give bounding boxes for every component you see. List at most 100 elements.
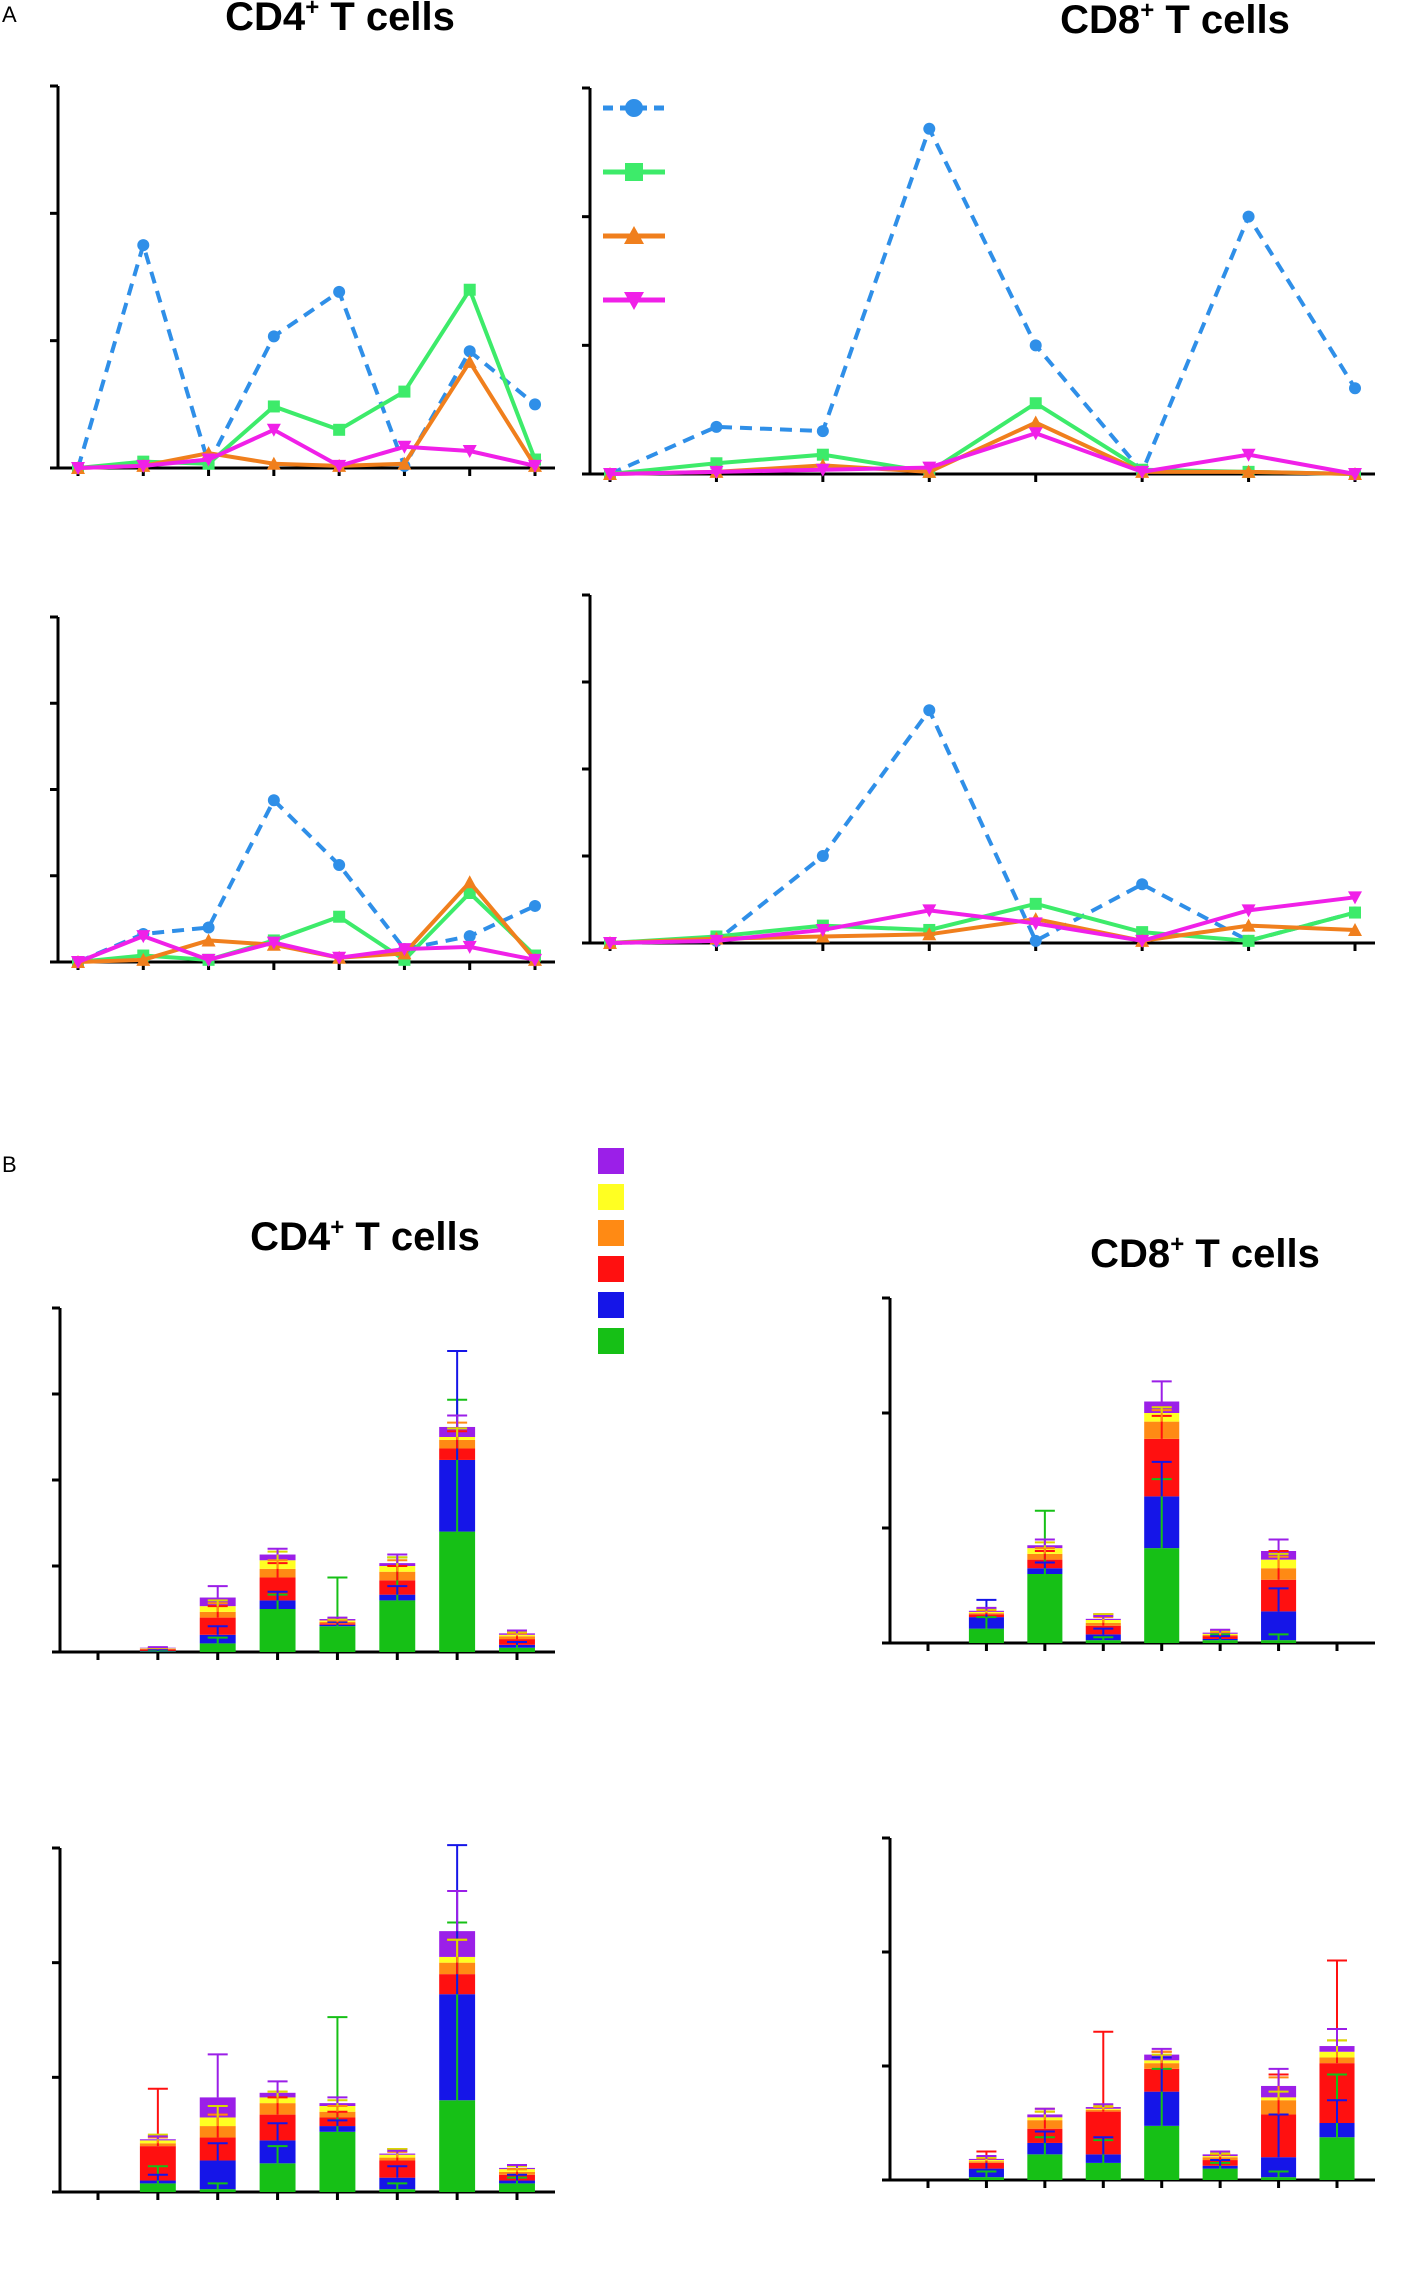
bar-segment (139, 1651, 176, 1652)
data-point (1241, 464, 1256, 478)
series-line-cfse (609, 123, 1357, 476)
legend-a (603, 99, 665, 310)
data-point (1029, 339, 1042, 352)
bar-segment (1261, 1640, 1297, 1643)
data-point (201, 953, 216, 967)
legend-marker (625, 163, 643, 181)
data-point (333, 858, 346, 871)
bar-segment (1085, 1640, 1121, 1643)
data-point (1135, 465, 1150, 479)
data-point (923, 122, 936, 135)
bar-segment (1202, 2168, 1238, 2180)
legend-marker (624, 226, 644, 244)
heading-b-cd8: CD8+ T cells (1090, 1231, 1320, 1276)
data-point (462, 354, 477, 368)
data-point (462, 875, 477, 889)
data-point (1349, 906, 1361, 919)
data-point (71, 462, 85, 475)
data-point (815, 463, 830, 477)
bar-segment (1261, 2177, 1297, 2180)
legend-swatch (598, 1256, 624, 1282)
data-point (529, 899, 541, 912)
data-point (1028, 427, 1043, 441)
bar-segment (1027, 2154, 1063, 2180)
data-point (1241, 904, 1256, 918)
bar-segment (968, 2177, 1004, 2180)
series-line-cfse (76, 238, 537, 471)
legend-marker (624, 292, 644, 310)
data-point (267, 794, 280, 807)
panel-label-b: B (2, 1152, 17, 1177)
data-point (1348, 922, 1362, 936)
data-point (71, 956, 85, 969)
bar-segment (439, 1531, 476, 1652)
panel-label-a: A (2, 2, 17, 27)
data-point (463, 887, 476, 899)
data-point (266, 456, 281, 470)
bar-segment (319, 1626, 356, 1652)
data-point (923, 704, 936, 717)
legend-swatch (598, 1328, 624, 1354)
bar-segment (199, 2189, 236, 2192)
data-point (202, 921, 215, 934)
series-line-il-2 (77, 933, 536, 964)
data-point (1241, 918, 1256, 932)
chart-a-cd4-naglu (50, 84, 555, 476)
legend-swatch (598, 1148, 624, 1174)
data-point (710, 420, 723, 433)
bar-segment (259, 2163, 296, 2192)
data-point (922, 927, 937, 941)
series-line-il-2 (77, 427, 536, 470)
chart-a-cd4-peptide (50, 615, 555, 970)
chart-b-cd4-peptide (52, 1844, 555, 2200)
data-point (397, 456, 412, 470)
legend-swatch (598, 1220, 624, 1246)
data-point (136, 930, 151, 944)
data-point (463, 930, 476, 943)
data-point (333, 423, 346, 436)
data-point (1348, 891, 1362, 905)
data-point (463, 345, 476, 358)
bar-segment (968, 1628, 1004, 1643)
data-point (1349, 382, 1361, 395)
legend-swatch (598, 1292, 624, 1318)
data-point (816, 425, 829, 438)
data-point (709, 934, 724, 948)
data-point (333, 285, 346, 298)
bar-segment (439, 2100, 476, 2192)
data-point (603, 468, 617, 481)
data-point (1029, 934, 1042, 947)
data-point (528, 459, 542, 473)
bar-segment (139, 2183, 176, 2192)
heading-b-cd4: CD4+ T cells (250, 1214, 480, 1259)
chart-b-cd8-peptide (882, 1836, 1375, 2188)
data-point (815, 923, 830, 937)
data-point (1348, 468, 1362, 481)
data-point (816, 448, 829, 461)
data-point (1029, 897, 1042, 910)
data-point (137, 239, 150, 252)
data-point (397, 440, 412, 454)
data-point (267, 400, 280, 413)
bar-segment (1202, 1640, 1238, 1643)
data-point (529, 398, 541, 411)
data-point (332, 459, 347, 473)
chart-b-cd8-naglu (882, 1296, 1375, 1651)
data-point (1136, 878, 1149, 891)
data-point (1028, 917, 1043, 931)
bar-segment (259, 1609, 296, 1652)
chart-a-cd8-naglu (582, 86, 1375, 482)
data-point (462, 940, 477, 954)
data-point (463, 283, 476, 296)
bar-segment (199, 1643, 236, 1652)
bar-segment (1144, 1548, 1180, 1643)
bar-segment (319, 2131, 356, 2192)
data-point (1241, 448, 1256, 462)
data-point (136, 459, 151, 473)
bar-segment (499, 2183, 535, 2192)
heading-a-cd8: CD8+ T cells (1060, 0, 1290, 42)
data-point (1242, 934, 1255, 947)
legend-marker (625, 99, 643, 117)
data-point (816, 850, 829, 862)
